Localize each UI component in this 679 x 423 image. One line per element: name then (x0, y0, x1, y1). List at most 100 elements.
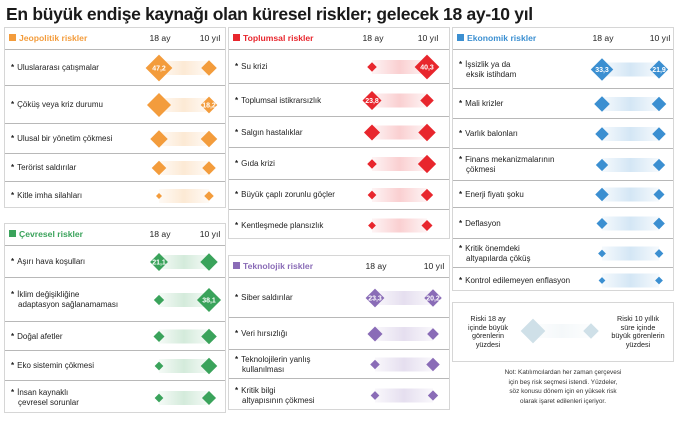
row-connector (602, 62, 659, 77)
near-term-marker (362, 90, 382, 111)
bullet-icon: * (11, 191, 15, 200)
long-term-marker (420, 188, 434, 202)
risk-row: * Salgın hastalıklar (229, 116, 449, 147)
long-term-marker (424, 289, 442, 307)
risk-label-line: kullanılması (242, 364, 285, 374)
row-connector (533, 324, 591, 338)
risk-label-line: İklim değişikliğine (17, 290, 80, 299)
bullet-icon: * (11, 257, 15, 266)
risk-label: * Finans mekanizmalarının çökmesi (459, 149, 599, 181)
risk-row: * Deflasyon (453, 207, 673, 238)
risk-row-markers (595, 158, 666, 172)
risk-label-line: Uluslararası çatışmalar (17, 63, 99, 72)
risk-row: * İşsizlik ya da eksik istihdam 33,3 21,9 (453, 49, 673, 88)
risk-label: * İklim değişikliğine adaptasyon sağlanama… (11, 278, 151, 322)
legend: Riski 18 ay içinde büyük görenlerin yüzd… (452, 302, 674, 362)
risk-label-line: Varlık balonları (465, 129, 518, 138)
bullet-icon: * (459, 243, 463, 253)
near-term-marker (594, 96, 610, 112)
risk-row-markers (595, 187, 665, 202)
bullet-icon: * (459, 189, 463, 199)
long-term-marker (417, 154, 437, 174)
risk-label: * Enerji fiyatı şoku (459, 181, 599, 208)
row-connector (602, 187, 659, 202)
bullet-icon: * (459, 59, 463, 69)
legend-near-line: Riski 18 ay (470, 314, 506, 323)
column-header-near: 18 ay (365, 261, 387, 271)
risk-row-markers (598, 273, 663, 288)
long-term-marker (201, 60, 217, 76)
risk-row-markers (151, 160, 216, 176)
long-term-marker (414, 54, 440, 80)
risk-label: * Siber saldırılar (235, 278, 375, 318)
bullet-icon: * (11, 290, 15, 299)
footnote-line: için beş risk seçmesi istendi. Yüzdeler, (508, 378, 618, 386)
risk-label-line: Eko sistemin çökmesi (17, 361, 95, 370)
row-connector (372, 157, 427, 171)
bullet-icon: * (459, 99, 463, 108)
long-term-marker (421, 219, 433, 232)
risk-label: * Eko sistemin çökmesi (11, 351, 151, 381)
row-connector (372, 93, 427, 108)
risk-row: * Aşırı hava koşulları 21,1 (5, 245, 225, 277)
row-connector (602, 158, 659, 172)
panel-jeopolitik: Jeopolitik riskler 18 ay 10 yıl * Uluslarara… (4, 27, 226, 208)
risk-label: * Veri hırsızlığı (235, 318, 375, 350)
risk-row: * Enerji fiyatı şoku (453, 180, 673, 207)
near-term-marker (154, 393, 164, 403)
risk-label-line: Teknolojilerin yanlış (241, 354, 311, 364)
row-connector (159, 189, 209, 203)
long-term-marker (655, 276, 663, 285)
bullet-icon: * (459, 218, 463, 228)
bullet-icon: * (11, 388, 15, 397)
near-term-marker (368, 221, 376, 230)
legend-far-line: büyük görenlerin (611, 331, 665, 341)
long-term-marker (202, 161, 216, 175)
long-term-marker (196, 287, 222, 313)
panel-header: Teknolojik riskler 18 ay 10 yıl (229, 256, 449, 276)
panel-title: Toplumsal riskler (243, 33, 314, 43)
row-connector (159, 98, 209, 112)
risk-label: * Kritik bilgi altyapısının çökmesi (235, 379, 375, 412)
long-term-value-label: 38,1 (202, 298, 216, 305)
risk-row: * Kontrol edilemeyen enflasyon (453, 267, 673, 292)
near-term-marker (153, 294, 165, 306)
risk-row-markers (156, 189, 214, 203)
risk-label-line: İnsan kaynaklı (17, 388, 69, 397)
long-term-marker (652, 127, 666, 141)
panel-color-key (233, 262, 240, 269)
near-term-value-label: 23,8 (365, 98, 379, 105)
risk-row: * Büyük çaplı zorunlu göçler (229, 179, 449, 209)
bullet-icon: * (235, 329, 239, 338)
risk-row-markers (363, 123, 436, 142)
near-term-marker (153, 330, 165, 343)
risk-row: * Su krizi 40,3 (229, 49, 449, 83)
risk-label: * Toplumsal istikrarsızlık (235, 84, 375, 117)
risk-label: * Ulusal bir yönetim çökmesi (11, 124, 151, 154)
near-term-marker (151, 160, 167, 176)
long-term-marker (420, 93, 434, 108)
near-term-marker (596, 217, 608, 230)
column-header-far: 10 yıl (199, 33, 221, 43)
row-connector (375, 388, 433, 403)
panel-ekonomik: Ekonomik riskler 18 ay 10 yıl * İşsizlik ya … (452, 27, 674, 291)
near-term-marker (595, 187, 609, 202)
long-term-marker (652, 158, 666, 172)
row-connector (159, 293, 209, 307)
risk-label-line: Gıda krizi (241, 159, 275, 168)
risk-row: * Eko sistemin çökmesi (5, 350, 225, 380)
bullet-icon: * (459, 155, 463, 164)
column-header-far: 10 yıl (199, 229, 221, 239)
row-connector (159, 132, 209, 146)
bullet-icon: * (235, 159, 239, 168)
long-term-marker (651, 96, 667, 112)
risk-row: * Kentleşmede plansızlık (229, 209, 449, 240)
risk-label-line: Salgın hastalıklar (241, 127, 303, 137)
footnote-line: olarak işaret edilenleri içeriyor. (520, 397, 606, 405)
risk-label: * Terörist saldırılar (11, 154, 151, 182)
long-term-marker (418, 123, 436, 142)
near-term-value-label: 21,1 (152, 260, 166, 267)
risk-row-markers: 23,8 (362, 90, 434, 111)
risk-label-line: Deflasyon (465, 218, 501, 228)
panel-title: Çevresel riskler (19, 229, 84, 239)
